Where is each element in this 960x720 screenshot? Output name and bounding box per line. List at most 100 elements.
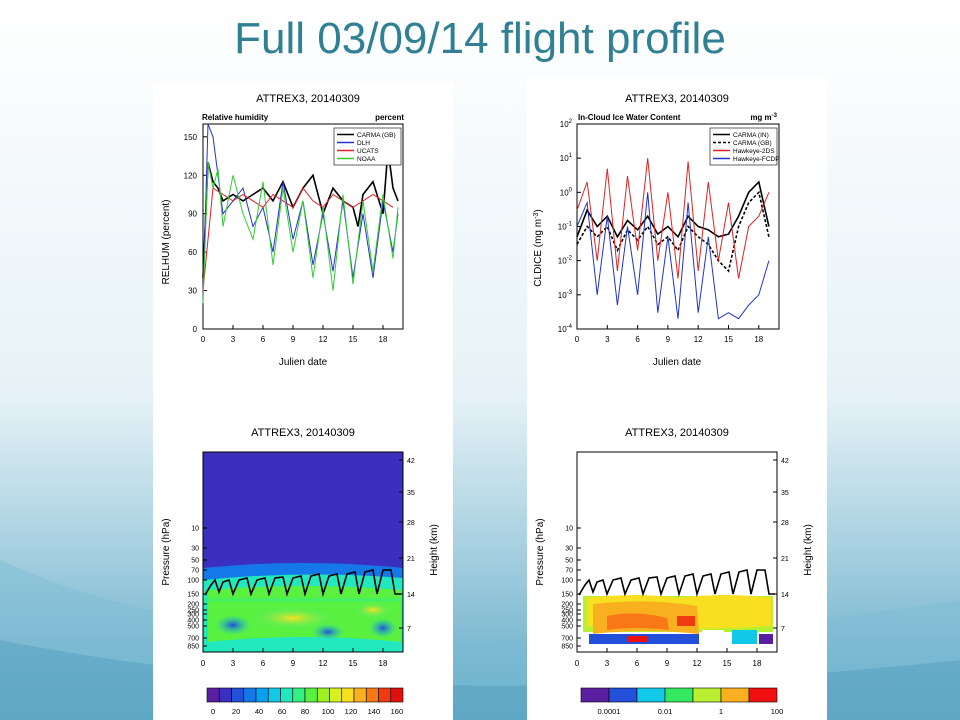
y-tick-label: 150 xyxy=(184,133,198,142)
cldice-curtain-heatmap: ATTREX3, 20140309 Pressure (hPa) Height … xyxy=(535,427,814,716)
colorbar-swatch xyxy=(243,687,257,703)
x-tick-label: 15 xyxy=(724,335,733,344)
cldice-curtain-panel: ATTREX3, 20140309 Pressure (hPa) Height … xyxy=(527,420,827,720)
x-tick-label: 12 xyxy=(693,659,702,668)
y-tick-label: 102 xyxy=(560,119,573,129)
colorbar-swatch xyxy=(292,687,306,703)
x-tick-label: 18 xyxy=(379,335,388,344)
colorbar-swatch xyxy=(206,687,220,703)
y-tick-label: 30 xyxy=(188,287,197,296)
y-tick-label: 120 xyxy=(184,171,198,180)
y-tick-label: 90 xyxy=(188,210,197,219)
y-tick-label: 400 xyxy=(561,618,573,625)
x-tick-label: 18 xyxy=(754,335,763,344)
colorbar-swatch xyxy=(636,687,666,703)
colorbar-swatch xyxy=(365,687,379,703)
y-tick-label: 10-3 xyxy=(558,290,573,300)
series-line xyxy=(576,190,770,273)
flight-track xyxy=(204,569,401,598)
chart-title: ATTREX3, 20140309 xyxy=(256,93,360,105)
slide-title: Full 03/09/14 flight profile xyxy=(234,14,726,63)
y-tick-label-right: 21 xyxy=(781,556,789,563)
legend-label: Hawkeye-FCDP xyxy=(733,156,780,163)
colorbar-label: 100 xyxy=(771,707,784,716)
y-axis-label: Pressure (hPa) xyxy=(161,518,172,585)
colorbar-swatch xyxy=(692,687,722,703)
y-tick-label: 100 xyxy=(561,578,573,585)
colorbar-swatch xyxy=(329,687,343,703)
rh-curtain-panel: ATTREX3, 20140309 Pressure (hPa) Height … xyxy=(153,420,453,720)
y-tick-label: 850 xyxy=(187,644,199,651)
colorbar-label: 80 xyxy=(301,707,309,716)
plot-frame xyxy=(202,123,404,330)
colorbar-swatch xyxy=(280,687,294,703)
y-tick-label-right: 42 xyxy=(781,458,789,465)
x-tick-label: 0 xyxy=(575,335,580,344)
y-tick-label: 500 xyxy=(187,624,199,631)
y-tick-label: 70 xyxy=(565,568,573,575)
legend-label: Hawkeye-2DS xyxy=(733,148,775,155)
colorbar-label: 1 xyxy=(719,707,723,716)
heatmap-field xyxy=(577,452,777,652)
series-line xyxy=(202,123,399,298)
colorbar-swatch xyxy=(231,687,245,703)
y-tick-label-right: 35 xyxy=(407,490,415,497)
chart-subtitle-left: Relative humidity xyxy=(202,113,269,122)
rh-line-chart: ATTREX3, 20140309 Relative humidity perc… xyxy=(161,93,404,368)
y-tick-label: 10 xyxy=(565,526,573,533)
x-tick-label: 3 xyxy=(605,335,610,344)
series-line xyxy=(202,162,399,304)
colorbar-label: 140 xyxy=(368,707,381,716)
colorbar-label: 120 xyxy=(345,707,358,716)
x-tick-label: 3 xyxy=(231,659,236,668)
colorbar-swatch xyxy=(608,687,638,703)
chart-title: ATTREX3, 20140309 xyxy=(251,427,355,439)
y-tick-label: 700 xyxy=(187,636,199,643)
x-tick-label: 6 xyxy=(635,659,640,668)
y-axis-label-right: Height (km) xyxy=(429,524,440,576)
y-tick-label-right: 7 xyxy=(781,626,785,633)
colorbar-swatch xyxy=(341,687,355,703)
colorbar-label: 160 xyxy=(391,707,404,716)
x-tick-label: 12 xyxy=(694,335,703,344)
x-tick-label: 15 xyxy=(349,659,358,668)
colorbar-label: 0.01 xyxy=(658,707,673,716)
x-tick-label: 15 xyxy=(723,659,732,668)
y-tick-label: 0 xyxy=(193,325,198,334)
y-axis-label: CLDICE (mg m-3) xyxy=(533,209,544,286)
chart-title: ATTREX3, 20140309 xyxy=(625,427,729,439)
y-tick-label: 70 xyxy=(191,568,199,575)
y-tick-label-right: 14 xyxy=(407,592,415,599)
x-tick-label: 0 xyxy=(201,659,206,668)
y-tick-label: 200 xyxy=(561,602,573,609)
y-tick-label: 500 xyxy=(561,624,573,631)
y-tick-label-right: 21 xyxy=(407,556,415,563)
cldice-chart-panel: ATTREX3, 20140309 In-Cloud Ice Water Con… xyxy=(527,78,827,420)
chart-subtitle-left: In-Cloud Ice Water Content xyxy=(578,113,681,122)
colorbar-swatch xyxy=(255,687,269,703)
x-tick-label: 3 xyxy=(231,335,236,344)
legend-label: CARMA (GB) xyxy=(733,140,772,147)
x-tick-label: 6 xyxy=(261,335,266,344)
x-tick-label: 12 xyxy=(319,335,328,344)
x-tick-label: 9 xyxy=(666,335,671,344)
legend-label: CARMA (GB) xyxy=(357,132,396,139)
y-tick-label: 50 xyxy=(565,558,573,565)
x-tick-label: 9 xyxy=(291,659,296,668)
colorbar-label: 20 xyxy=(232,707,240,716)
y-tick-label: 250 xyxy=(561,608,573,615)
y-tick-label: 10-4 xyxy=(558,324,573,334)
colorbar-label: 60 xyxy=(278,707,286,716)
rh-curtain-heatmap: ATTREX3, 20140309 Pressure (hPa) Height … xyxy=(161,427,440,716)
plot-frame xyxy=(202,451,404,653)
chart-subtitle-right: percent xyxy=(375,113,404,122)
legend-label: NOAA xyxy=(357,156,376,163)
series-line xyxy=(576,158,770,279)
y-tick-label: 10 xyxy=(191,526,199,533)
series-line xyxy=(202,187,394,291)
y-tick-label: 400 xyxy=(187,618,199,625)
colorbar-swatch xyxy=(378,687,392,703)
y-tick-label-right: 28 xyxy=(781,520,789,527)
y-tick-label: 300 xyxy=(187,612,199,619)
colorbar-swatch xyxy=(316,687,330,703)
